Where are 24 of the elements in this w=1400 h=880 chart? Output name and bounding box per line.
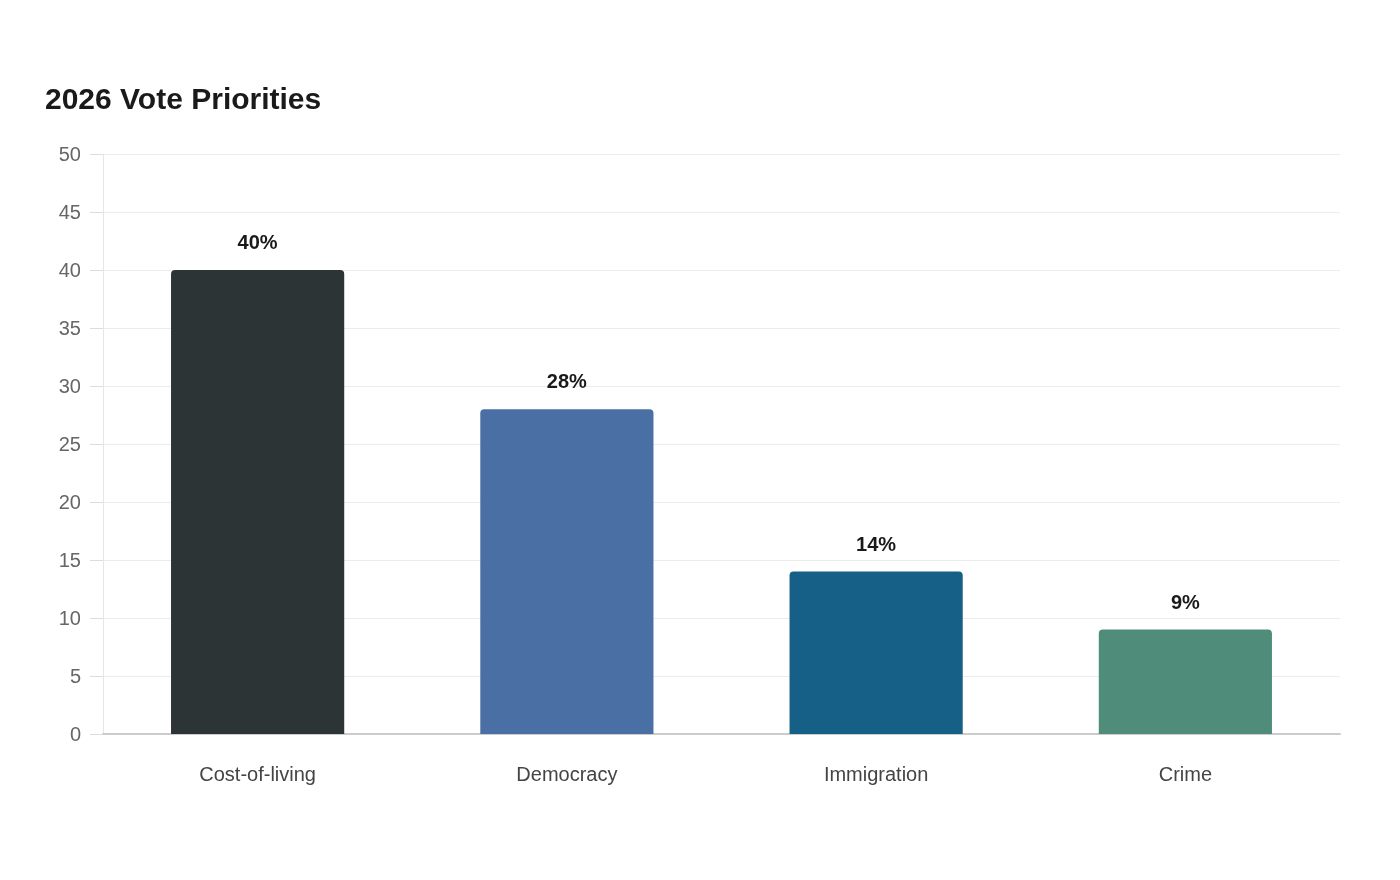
y-tick-label: 5 <box>69 665 81 687</box>
y-tick-label: 35 <box>58 317 81 339</box>
y-tick-label: 40 <box>58 259 81 281</box>
x-tick-label: Democracy <box>516 763 618 785</box>
data-label: 14% <box>856 532 897 555</box>
data-label: 28% <box>546 370 588 393</box>
bar <box>171 270 345 734</box>
x-tick-label: Cost-of-living <box>199 763 316 785</box>
x-tick-label: Crime <box>1158 763 1213 785</box>
y-tick-label: 25 <box>58 433 81 455</box>
y-tick-label: 0 <box>69 723 81 745</box>
x-tick-label: Immigration <box>823 763 929 785</box>
y-tick-label: 20 <box>58 491 81 513</box>
bar <box>480 409 654 734</box>
y-tick-label: 30 <box>58 375 81 397</box>
y-tick-label: 15 <box>58 549 81 571</box>
bar <box>1098 629 1272 734</box>
chart-title: 2026 Vote Priorities <box>45 81 322 115</box>
bar <box>789 571 963 734</box>
y-tick-label: 10 <box>58 607 81 629</box>
data-label: 40% <box>237 231 278 253</box>
y-tick-label: 45 <box>58 201 81 223</box>
y-tick-label: 50 <box>58 143 81 165</box>
data-label: 9% <box>1170 590 1201 613</box>
